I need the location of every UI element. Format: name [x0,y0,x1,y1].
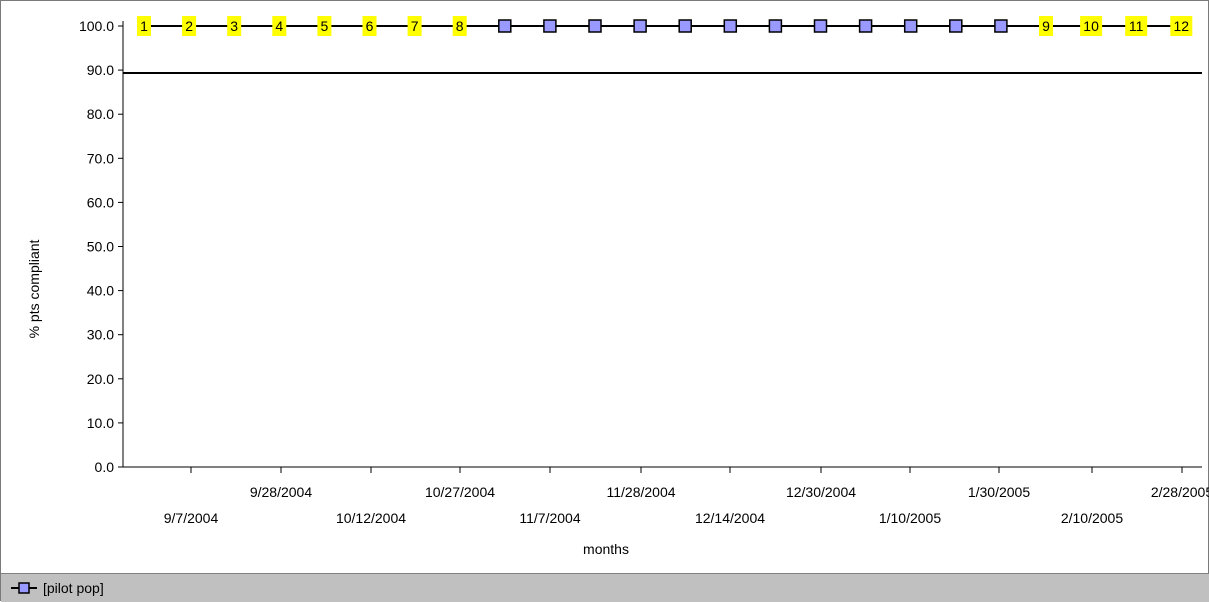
x-tick-label: 9/28/2004 [250,484,312,500]
data-point [994,19,1008,33]
x-tick-label: 10/12/2004 [336,510,406,526]
y-axis-label: % pts compliant [26,239,42,338]
data-label: 11 [1129,18,1144,34]
x-tick-label: 1/10/2005 [879,510,941,526]
y-tick-label: 100.0 [79,18,114,34]
x-tick-label: 10/27/2004 [425,484,495,500]
data-label: 4 [275,18,283,34]
data-label: 8 [456,18,464,34]
data-point [768,19,783,33]
y-tick-label: 60.0 [87,194,114,210]
data-label: 10 [1083,18,1099,34]
data-point [678,19,692,33]
legend-label: [pilot pop] [43,580,104,596]
y-tick-label: 20.0 [87,371,114,387]
x-tick-label: 9/7/2004 [164,510,219,526]
data-label: 12 [1174,18,1190,34]
data-point [949,19,963,33]
data-label: 2 [185,18,193,34]
data-point [588,19,602,33]
y-tick-label: 80.0 [87,106,114,122]
data-label-box [182,16,197,36]
x-tick-label: 12/30/2004 [786,484,856,500]
data-label-box [272,16,287,36]
data-label: 3 [230,18,238,34]
x-axis: 9/28/2004 10/27/2004 11/28/2004 12/30/2004 1… [123,466,1209,526]
data-label-box [1170,16,1193,36]
x-tick-label: 11/28/2004 [606,484,675,500]
y-tick-label: 40.0 [87,283,114,299]
y-tick-label: 70.0 [87,150,114,166]
data-label: 1 [140,18,148,34]
data-point [543,19,557,33]
data-label-box [362,16,377,36]
data-point [723,19,738,33]
data-label: 9 [1042,18,1050,34]
x-axis-label: months [583,541,629,557]
legend-swatch-square-marker-icon [11,582,37,594]
x-tick-label: 12/14/2004 [695,510,765,526]
x-tick-label: 11/7/2004 [519,510,580,526]
data-point [498,19,512,33]
line-chart: 0.0 10.0 20.0 30.0 40.0 50.0 60.0 70.0 80.0 90.0 1… [26,16,1209,557]
data-label: 7 [411,18,419,34]
data-point [813,19,828,33]
data-label-box [317,16,332,36]
data-label-box [1125,16,1148,36]
data-point [858,19,873,33]
data-label-box [227,16,242,36]
y-tick-label: 90.0 [87,62,114,78]
data-label-box [1080,16,1103,36]
x-tick-label: 2/10/2005 [1061,510,1123,526]
y-tick-label: 30.0 [87,327,114,343]
y-tick-label: 50.0 [87,239,114,255]
legend: [pilot pop] [1,573,1209,602]
data-label: 5 [321,18,329,34]
data-label-box [452,16,467,36]
data-point [633,19,647,33]
series-group: 1 2 3 4 5 6 7 8 9 10 11 12 [137,16,1193,36]
data-point [903,19,918,33]
data-label: 6 [366,18,374,34]
data-label-box [137,16,151,36]
data-label-box [1039,16,1053,36]
x-tick-label: 1/30/2005 [968,484,1030,500]
y-axis: 0.0 10.0 20.0 30.0 40.0 50.0 60.0 70.0 80.0 90.0 1… [79,18,124,475]
data-label-box [407,16,422,36]
legend-item-pilot-pop: [pilot pop] [11,580,104,596]
y-tick-label: 0.0 [95,459,115,475]
x-tick-label: 2/28/2005 [1151,484,1209,500]
y-tick-label: 10.0 [87,415,114,431]
